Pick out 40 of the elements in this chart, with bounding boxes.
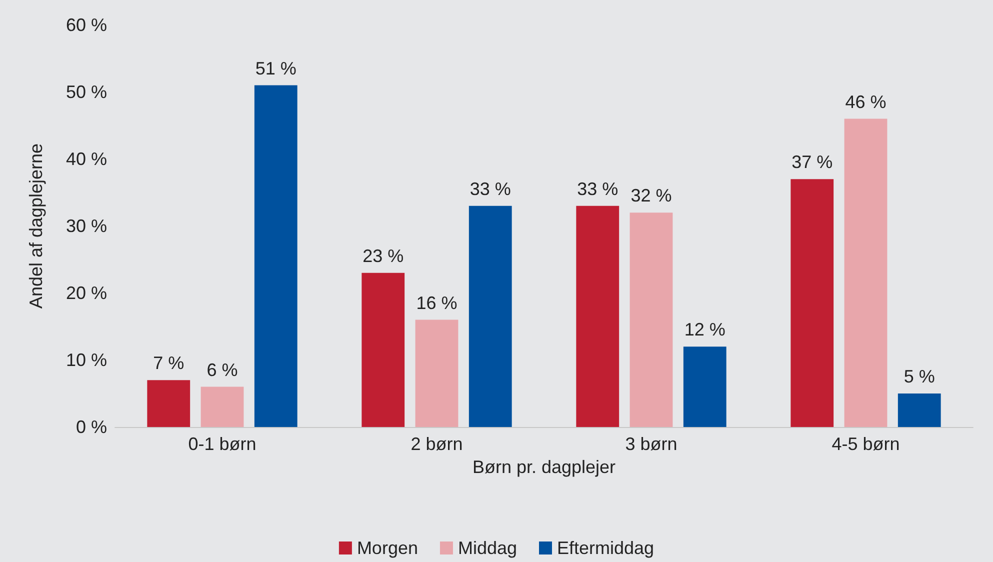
bar [790, 179, 834, 427]
legend-label: Eftermiddag [557, 538, 654, 558]
y-tick-label: 60 % [66, 15, 107, 35]
bar [898, 394, 941, 427]
bar [630, 212, 673, 427]
bar [415, 320, 458, 427]
bar [254, 85, 298, 427]
data-label: 12 % [684, 320, 726, 340]
x-axis-title: Børn pr. dagplejer [472, 456, 616, 477]
bar [683, 346, 726, 427]
data-label: 7 % [153, 353, 184, 374]
data-label: 51 % [255, 58, 296, 78]
data-label: 46 % [845, 92, 886, 112]
legend-label: Middag [458, 538, 518, 558]
data-label: 32 % [630, 186, 672, 206]
x-tick-label: 2 børn [410, 434, 463, 454]
bar [576, 206, 620, 427]
y-tick-label: 10 % [66, 350, 107, 370]
x-tick-label: 4-5 børn [832, 434, 900, 454]
y-tick-label: 30 % [66, 216, 107, 236]
y-tick-label: 0 % [76, 417, 107, 437]
data-label: 16 % [416, 292, 458, 313]
y-tick-label: 40 % [66, 149, 107, 169]
data-label: 33 % [577, 178, 618, 199]
bar [844, 118, 888, 427]
y-tick-label: 50 % [66, 82, 107, 102]
bar [468, 206, 512, 427]
bar [147, 380, 190, 427]
data-label: 6 % [206, 360, 238, 380]
y-tick-label: 20 % [66, 283, 107, 303]
data-label: 33 % [470, 178, 511, 199]
data-label: 5 % [904, 366, 935, 386]
data-label: 37 % [792, 152, 833, 172]
bar [200, 386, 244, 427]
legend-label: Morgen [356, 538, 418, 558]
data-label: 23 % [362, 246, 404, 266]
x-tick-label: 0-1 børn [188, 434, 256, 454]
x-tick-label: 3 børn [625, 434, 678, 454]
bar [362, 272, 405, 427]
y-axis-title: Andel af dagplejerne [26, 143, 46, 309]
